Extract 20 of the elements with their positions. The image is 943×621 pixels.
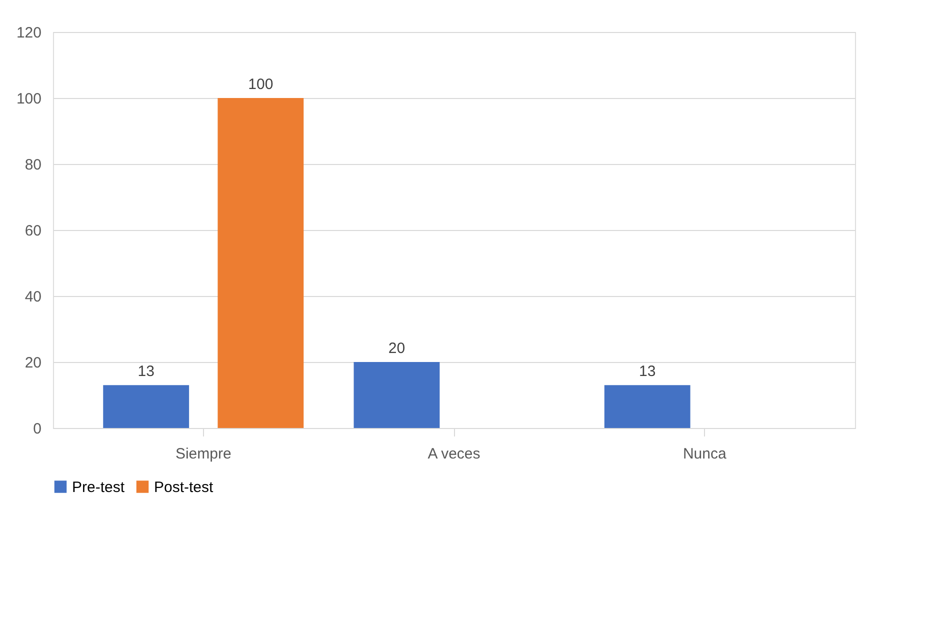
y-tick-label: 20	[24, 354, 42, 372]
data-label: 13	[638, 363, 656, 380]
y-tick-label: 0	[33, 420, 42, 438]
y-tick-label: 40	[24, 288, 42, 306]
y-tick-label: 60	[24, 222, 42, 240]
x-tick-label: Siempre	[175, 446, 232, 462]
data-label: 13	[138, 363, 154, 380]
x-tick-label: Nunca	[682, 446, 727, 462]
data-label: 100	[248, 76, 274, 93]
y-tick-label: 80	[24, 156, 42, 174]
bar	[354, 362, 440, 428]
legend-label: Post-test	[154, 478, 214, 496]
bar	[604, 385, 690, 428]
bar	[218, 98, 304, 428]
x-tick-label: A veces	[428, 446, 480, 462]
bar	[103, 385, 190, 428]
y-tick-label: 100	[16, 90, 42, 108]
y-tick-label: 120	[16, 24, 42, 42]
data-label: 20	[388, 340, 406, 357]
legend-label: Pre-test	[72, 478, 126, 496]
